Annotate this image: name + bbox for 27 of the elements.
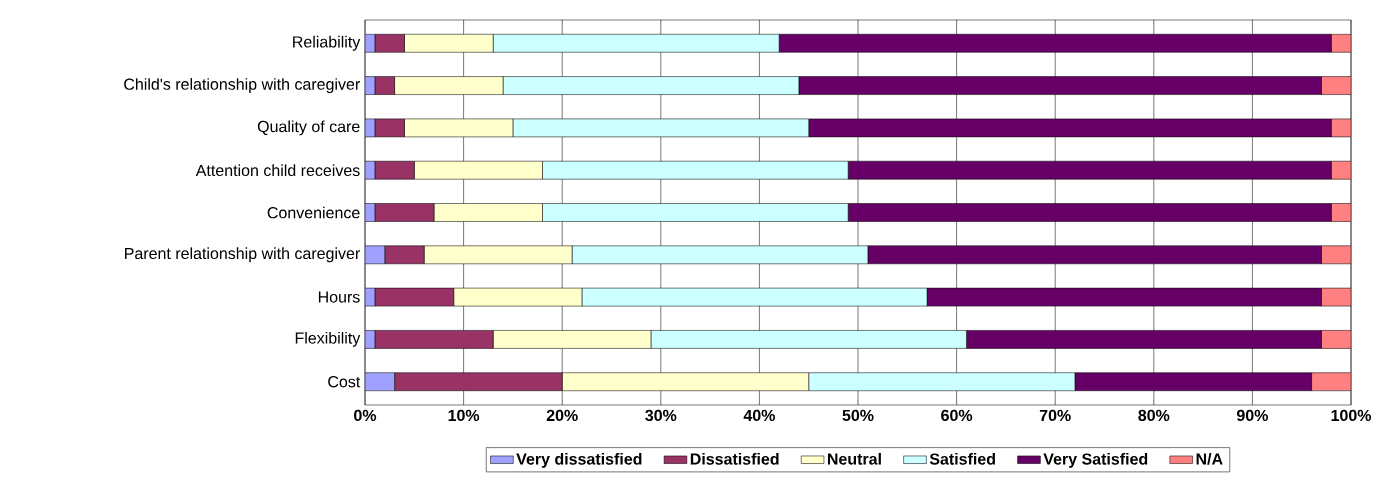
y-tick-label: Cost [328, 376, 361, 388]
x-tick-label: 50% [842, 409, 874, 422]
legend-label: Very dissatisfied [516, 452, 642, 468]
legend-label: N/A [1196, 452, 1223, 465]
x-tick-label: 90% [1236, 409, 1268, 422]
y-tick-label: Child's relationship with caregiver [124, 78, 360, 94]
y-tick-label: Attention child receives [195, 164, 360, 177]
y-tick-label: Flexibility [295, 331, 361, 347]
x-tick-label: 10% [448, 409, 480, 422]
y-tick-label: Hours [318, 291, 360, 303]
legend-label: Dissatisfied [690, 452, 779, 465]
legend-label: Satisfied [929, 452, 995, 465]
y-tick-label: Convenience [267, 206, 360, 219]
x-tick-label: 100% [1331, 409, 1372, 422]
x-tick-label: 0% [354, 409, 377, 422]
x-tick-label: 70% [1039, 409, 1071, 422]
x-tick-label: 20% [546, 409, 578, 422]
y-tick-label: Parent relationship with caregiver [125, 247, 360, 263]
legend-label: Very Satisfied [1043, 452, 1148, 468]
x-tick-label: 30% [645, 409, 677, 422]
y-tick-label: Reliability [293, 35, 361, 51]
x-tick-label: 40% [743, 409, 775, 422]
x-tick-label: 60% [941, 409, 973, 422]
legend-label: Neutral [827, 452, 881, 465]
x-tick-label: 80% [1138, 409, 1170, 422]
y-tick-label: Quality of care [257, 120, 360, 136]
bar [1311, 372, 1352, 391]
